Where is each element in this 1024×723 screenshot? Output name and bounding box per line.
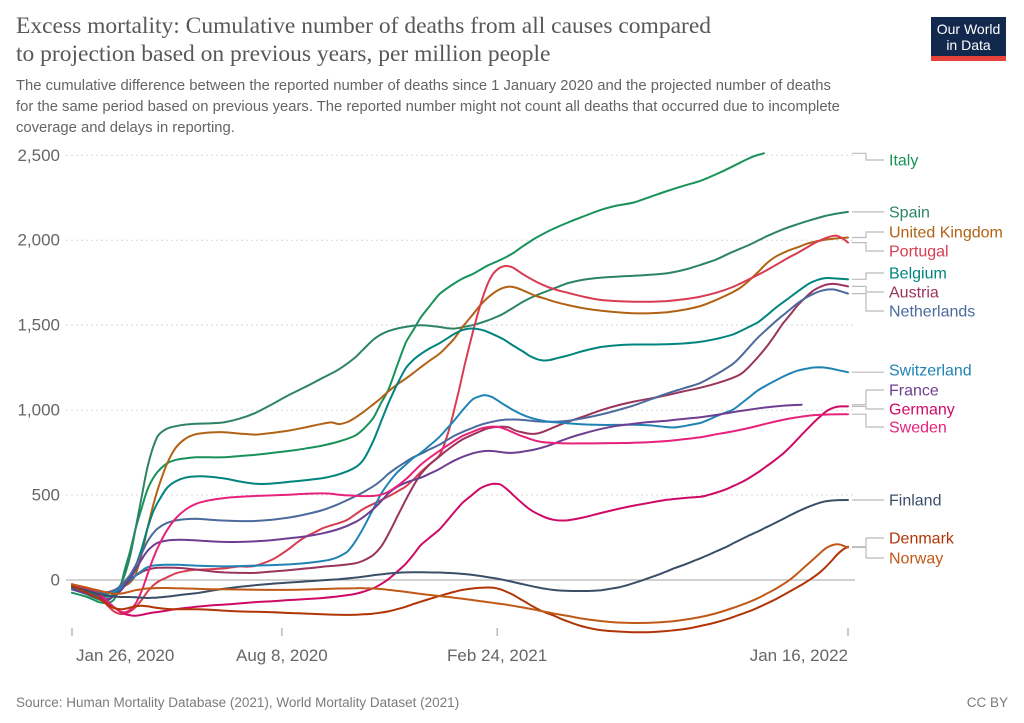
owid-logo[interactable]: Our World in Data [931, 17, 1006, 61]
legend-connector-belgium [852, 272, 884, 280]
y-tick-label-2500: 2,500 [17, 146, 60, 165]
x-tick-label-feb-24-2021: Feb 24, 2021 [447, 646, 547, 665]
y-tick-label-2000: 2,000 [17, 231, 60, 250]
legend-connector-denmark [852, 537, 884, 548]
legend-label-austria[interactable]: Austria [889, 285, 939, 302]
y-tick-label-500: 500 [32, 486, 60, 505]
line-sweden[interactable] [71, 413, 849, 614]
legend-label-italy[interactable]: Italy [889, 153, 918, 170]
line-norway[interactable] [71, 543, 849, 624]
legend-label-spain[interactable]: Spain [889, 205, 930, 222]
line-italy[interactable] [71, 152, 765, 605]
legend-label-germany[interactable]: Germany [889, 402, 955, 419]
legend-label-portugal[interactable]: Portugal [889, 244, 949, 261]
legend-connector-france [852, 389, 884, 406]
line-spain[interactable] [71, 210, 849, 602]
chart-title: Excess mortality: Cumulative number of d… [16, 13, 712, 67]
line-austria[interactable] [71, 282, 849, 594]
legend-connector-sweden [852, 413, 884, 428]
y-tick-label-1500: 1,500 [17, 316, 60, 335]
legend-connector-italy [852, 152, 884, 161]
legend-label-switzerland[interactable]: Switzerland [889, 363, 972, 380]
legend-label-finland[interactable]: Finland [889, 493, 941, 510]
line-denmark[interactable] [71, 545, 849, 634]
line-finland[interactable] [71, 499, 849, 599]
line-united-kingdom[interactable] [71, 236, 849, 594]
line-netherlands[interactable] [71, 288, 849, 595]
legend-label-france[interactable]: France [889, 383, 939, 400]
x-tick-label-jan-16-2022: Jan 16, 2022 [750, 646, 848, 665]
line-switzerland[interactable] [71, 366, 849, 596]
chart-subtitle: The cumulative difference between the re… [16, 78, 840, 136]
legend-connector-germany [852, 405, 884, 410]
legend-connector-portugal [852, 242, 884, 252]
x-tick-label-aug-8-2020: Aug 8, 2020 [236, 646, 328, 665]
legend-label-norway[interactable]: Norway [889, 551, 943, 568]
legend-connector-austria [852, 285, 884, 293]
legend-connector-norway [852, 546, 884, 559]
x-tick-label-jan-26-2020: Jan 26, 2020 [76, 646, 174, 665]
y-tick-label-1000: 1,000 [17, 401, 60, 420]
y-tick-label-0: 0 [51, 571, 60, 590]
legend-label-belgium[interactable]: Belgium [889, 266, 947, 283]
line-france[interactable] [71, 403, 803, 601]
legend-label-denmark[interactable]: Denmark [889, 531, 955, 548]
owid-logo-redbar [931, 56, 1006, 61]
legend-label-sweden[interactable]: Sweden [889, 420, 947, 437]
legend-connector-united-kingdom [852, 231, 884, 239]
line-belgium[interactable] [71, 277, 849, 598]
legend-label-united-kingdom[interactable]: United Kingdom [889, 225, 1003, 242]
legend-connector-netherlands [852, 293, 884, 312]
source-note: Source: Human Mortality Database (2021),… [16, 695, 460, 710]
legend-label-netherlands[interactable]: Netherlands [889, 304, 975, 321]
license-note[interactable]: CC BY [966, 695, 1008, 710]
owid-logo-text: Our World in Data [931, 17, 1006, 56]
